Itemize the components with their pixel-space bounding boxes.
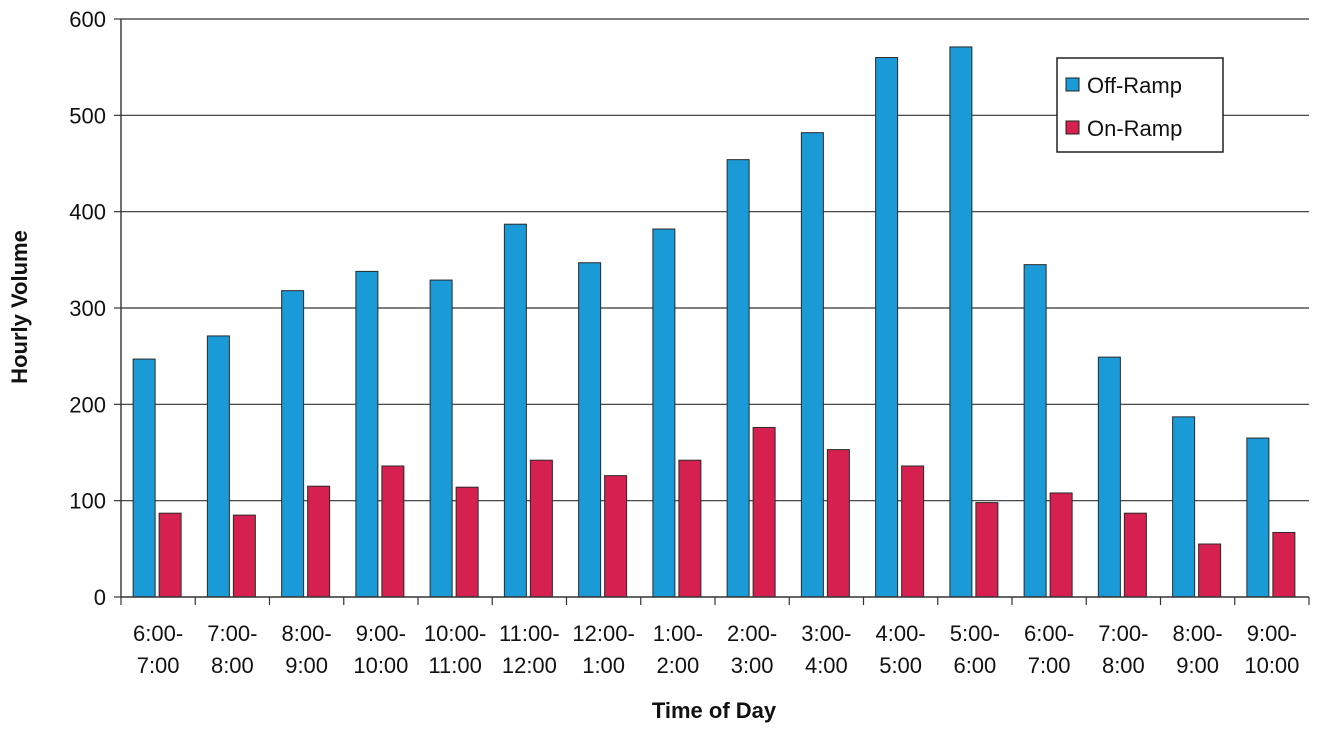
- x-tick-label-line2: 4:00: [805, 653, 848, 678]
- x-tick-label-line1: 11:00-: [499, 621, 560, 646]
- bar-on-ramp: [1049, 492, 1073, 598]
- bar-on-ramp: [604, 475, 628, 598]
- y-tick-label: 600: [69, 7, 106, 32]
- x-tick-label-line2: 2:00: [656, 653, 699, 678]
- x-tick-label-line1: 9:00-: [1247, 621, 1297, 646]
- x-tick-label-line1: 7:00-: [207, 621, 257, 646]
- x-tick-label-line2: 1:00: [582, 653, 625, 678]
- bar-on-ramp: [901, 465, 925, 598]
- x-tick-label-line1: 8:00-: [282, 621, 332, 646]
- x-axis-title: Time of Day: [652, 698, 777, 723]
- bar-on-ramp: [1123, 512, 1147, 598]
- bar-off-ramp: [1023, 264, 1047, 598]
- x-tick-label-line1: 1:00-: [653, 621, 703, 646]
- bar-on-ramp: [1272, 531, 1296, 598]
- x-tick-label-line1: 7:00-: [1098, 621, 1148, 646]
- bar-off-ramp: [429, 279, 453, 598]
- bar-on-ramp: [307, 485, 331, 598]
- x-tick-label-line1: 10:00-: [424, 621, 486, 646]
- x-tick-label-line2: 9:00: [1176, 653, 1219, 678]
- y-tick-label: 100: [69, 489, 106, 514]
- bar-on-ramp: [232, 514, 256, 598]
- x-tick-label-line2: 8:00: [211, 653, 254, 678]
- x-tick-label-line2: 5:00: [879, 653, 922, 678]
- bar-off-ramp: [132, 358, 156, 598]
- bar-off-ramp: [1172, 416, 1196, 598]
- x-tick-label-line1: 12:00-: [572, 621, 634, 646]
- bar-off-ramp: [1246, 437, 1270, 598]
- bar-off-ramp: [1097, 356, 1121, 598]
- bar-off-ramp: [652, 228, 676, 598]
- bar-on-ramp: [752, 426, 776, 598]
- x-tick-label-line2: 3:00: [731, 653, 774, 678]
- y-axis-title: Hourly Volume: [7, 230, 32, 384]
- x-tick-label-line2: 6:00: [953, 653, 996, 678]
- x-tick-label-line2: 11:00: [428, 653, 481, 678]
- legend-swatch-on-ramp: [1065, 120, 1080, 135]
- x-tick-label-line1: 6:00-: [133, 621, 183, 646]
- bar-off-ramp: [206, 335, 230, 598]
- bar-off-ramp: [355, 270, 379, 598]
- bar-off-ramp: [800, 132, 824, 598]
- x-tick-label-line1: 5:00-: [950, 621, 1000, 646]
- y-tick-label: 500: [69, 103, 106, 128]
- x-tick-label-line2: 7:00: [137, 653, 180, 678]
- x-tick-label-line1: 9:00-: [356, 621, 406, 646]
- bars: [132, 46, 1296, 598]
- x-tick-label-line2: 9:00: [285, 653, 328, 678]
- x-tick-label-line1: 2:00-: [727, 621, 777, 646]
- legend-swatch-off-ramp: [1065, 77, 1080, 92]
- legend-box: [1056, 57, 1224, 153]
- bar-on-ramp: [455, 486, 479, 598]
- x-tick-label-line2: 8:00: [1102, 653, 1145, 678]
- bar-off-ramp: [949, 46, 973, 598]
- axis-labels: 0 100 200 300 400 500 600 6:00- 7:00 7:00- 8:00 8:0…: [69, 7, 1299, 678]
- x-tick-label-line1: 6:00-: [1024, 621, 1074, 646]
- legend-label-on-ramp: On-Ramp: [1087, 116, 1182, 141]
- y-tick-label: 200: [69, 392, 106, 417]
- bar-on-ramp: [826, 449, 850, 598]
- bar-on-ramp: [975, 502, 999, 598]
- bar-on-ramp: [678, 459, 702, 598]
- bar-off-ramp: [503, 223, 527, 598]
- y-tick-label: 400: [69, 200, 106, 225]
- bar-off-ramp: [281, 290, 305, 598]
- x-tick-label-line1: 8:00-: [1173, 621, 1223, 646]
- x-tick-label-line2: 7:00: [1028, 653, 1071, 678]
- bar-on-ramp: [529, 459, 553, 598]
- bar-on-ramp: [1198, 543, 1222, 598]
- axes: [114, 18, 1310, 605]
- bar-off-ramp: [875, 57, 899, 598]
- x-tick-label-line1: 4:00-: [876, 621, 926, 646]
- bar-on-ramp: [158, 512, 182, 598]
- x-tick-label-line2: 10:00: [1244, 653, 1299, 678]
- y-tick-label: 0: [94, 585, 106, 610]
- y-tick-label: 300: [69, 296, 106, 321]
- bar-off-ramp: [578, 262, 602, 598]
- x-tick-label-line2: 12:00: [502, 653, 557, 678]
- bar-off-ramp: [726, 159, 750, 598]
- legend: Off-Ramp On-Ramp: [1056, 57, 1224, 153]
- legend-label-off-ramp: Off-Ramp: [1087, 73, 1182, 98]
- x-tick-label-line1: 3:00-: [801, 621, 851, 646]
- bar-on-ramp: [381, 465, 405, 598]
- x-tick-label-line2: 10:00: [353, 653, 408, 678]
